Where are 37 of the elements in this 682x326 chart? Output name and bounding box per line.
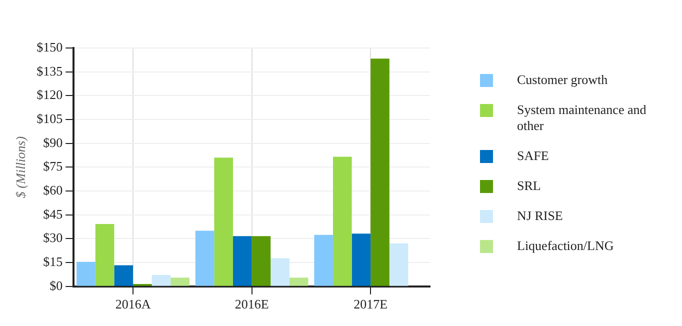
bar: [270, 258, 290, 286]
bar: [214, 158, 233, 286]
y-axis-title: $ (Millions): [13, 136, 28, 198]
bar: [370, 58, 390, 286]
y-tick-label: $45: [43, 206, 63, 222]
bar: [314, 234, 333, 286]
x-tick-label: 2016A: [115, 296, 152, 312]
legend-label: NJ RISE: [517, 208, 564, 224]
bar: [170, 278, 190, 286]
bar: [195, 230, 214, 286]
legend-label: Customer growth: [517, 72, 609, 88]
y-tick-label: $0: [50, 278, 63, 293]
y-tick-label: $90: [43, 134, 63, 150]
bar: [332, 156, 352, 286]
y-tick-label: $150: [36, 39, 63, 54]
y-tick-label: $75: [43, 158, 63, 174]
y-tick-label: $60: [43, 182, 63, 198]
bar: [114, 265, 133, 286]
legend-label: SAFE: [517, 148, 550, 164]
y-tick-label: $105: [36, 110, 63, 126]
bar: [352, 234, 371, 286]
bar: [252, 236, 271, 286]
bar: [232, 236, 252, 286]
y-tick-label: $120: [36, 87, 63, 102]
y-tick-label: $135: [36, 63, 63, 78]
bar: [152, 274, 171, 286]
y-tick-label: $30: [43, 230, 63, 246]
legend-label: System maintenance and other: [517, 102, 647, 134]
x-tick-label: 2016E: [234, 296, 269, 312]
x-tick-label: 2017E: [354, 296, 388, 312]
bar: [95, 224, 114, 286]
y-tick-label: $15: [43, 254, 63, 269]
legend-label: SRL: [517, 178, 542, 194]
bar: [76, 262, 96, 286]
bar: [289, 278, 308, 286]
legend-label: Liquefaction/LNG: [517, 238, 615, 254]
bar: [389, 243, 408, 286]
